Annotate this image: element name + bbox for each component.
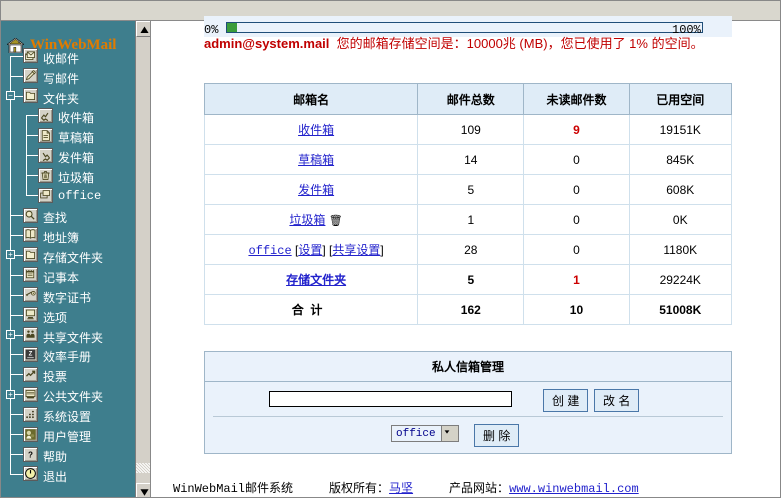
svg-text:Z: Z (29, 351, 33, 358)
svg-text:?: ? (28, 450, 33, 459)
